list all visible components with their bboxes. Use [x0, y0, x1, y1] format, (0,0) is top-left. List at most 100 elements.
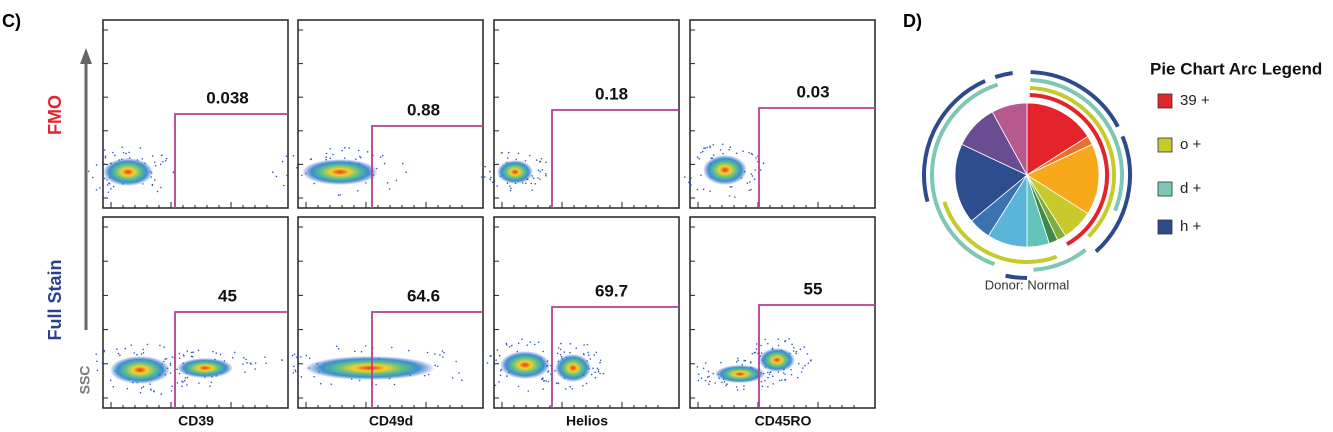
event-dot — [231, 356, 234, 359]
event-dot — [582, 384, 584, 387]
event-dot — [159, 344, 161, 347]
event-dot — [780, 379, 783, 381]
density-blob — [759, 348, 795, 372]
event-dot — [341, 149, 343, 152]
event-dot — [707, 370, 710, 373]
event-dot — [169, 362, 172, 365]
event-dot — [357, 149, 360, 152]
event-dot — [300, 375, 303, 378]
event-dot — [793, 346, 795, 349]
event-dot — [343, 157, 346, 159]
event-dot — [390, 346, 393, 349]
event-dot — [802, 367, 804, 369]
event-dot — [719, 149, 722, 151]
event-dot — [171, 356, 174, 358]
event-dot — [96, 360, 98, 363]
event-dot — [541, 169, 544, 171]
event-dot — [308, 357, 311, 360]
event-dot — [800, 371, 803, 373]
event-dot — [792, 350, 795, 352]
event-dot — [596, 367, 599, 370]
event-dot — [186, 350, 189, 352]
event-dot — [709, 190, 711, 193]
event-dot — [153, 390, 155, 392]
event-dot — [744, 359, 747, 362]
event-dot — [571, 388, 573, 390]
event-dot — [696, 156, 699, 158]
event-dot — [529, 341, 532, 343]
event-dot — [116, 348, 118, 351]
event-dot — [545, 174, 547, 177]
event-dot — [95, 189, 98, 191]
event-dot — [122, 151, 125, 154]
event-dot — [788, 338, 790, 340]
gate-value: 45 — [218, 286, 237, 305]
legend-label: d + — [1180, 180, 1202, 197]
event-dot — [166, 367, 169, 370]
event-dot — [210, 381, 213, 384]
event-dot — [164, 358, 166, 360]
event-dot — [458, 372, 460, 374]
density-blob — [302, 159, 378, 185]
event-dot — [764, 338, 767, 341]
event-dot — [778, 379, 781, 382]
event-dot — [329, 147, 331, 150]
event-dot — [532, 177, 535, 179]
pie-slice — [1026, 143, 1100, 215]
event-dot — [366, 151, 369, 153]
event-dot — [495, 359, 497, 361]
event-dot — [721, 143, 724, 146]
event-dot — [790, 368, 792, 371]
pie-arc — [1029, 93, 1109, 247]
event-dot — [764, 379, 766, 382]
event-dot — [557, 347, 560, 349]
event-dot — [524, 182, 527, 185]
event-dot — [104, 155, 107, 157]
event-dot — [712, 143, 715, 146]
event-dot — [509, 185, 511, 187]
row-label: FMO — [45, 95, 65, 135]
event-dot — [508, 345, 511, 348]
event-dot — [178, 352, 181, 355]
event-dot — [784, 340, 786, 343]
event-dot — [491, 181, 494, 184]
event-dot — [755, 348, 758, 350]
event-dot — [275, 175, 278, 178]
event-dot — [103, 177, 106, 180]
event-dot — [750, 188, 752, 191]
legend-swatch — [1157, 219, 1173, 235]
event-dot — [91, 176, 94, 179]
event-dot — [301, 174, 303, 177]
event-dot — [736, 389, 739, 391]
event-dot — [150, 389, 152, 391]
event-dot — [769, 371, 772, 373]
event-dot — [393, 383, 396, 386]
event-dot — [286, 174, 288, 177]
event-dot — [690, 184, 692, 186]
event-dot — [810, 359, 812, 361]
event-dot — [507, 151, 510, 154]
event-dot — [510, 344, 513, 347]
event-dot — [292, 154, 295, 157]
event-dot — [383, 162, 386, 165]
event-dot — [526, 344, 529, 346]
event-dot — [158, 373, 161, 376]
event-dot — [743, 359, 745, 362]
event-dot — [498, 354, 501, 357]
event-dot — [169, 372, 172, 374]
event-dot — [358, 379, 361, 382]
event-dot — [509, 189, 512, 192]
event-dot — [439, 354, 441, 356]
density-blob — [500, 351, 550, 379]
event-dot — [700, 174, 702, 177]
event-dot — [112, 185, 115, 188]
event-dot — [114, 154, 116, 157]
pie-arc — [1005, 273, 1028, 280]
event-dot — [563, 351, 566, 353]
density-blob — [703, 155, 747, 185]
event-dot — [293, 365, 295, 368]
event-dot — [300, 356, 302, 358]
event-dot — [759, 169, 762, 171]
event-dot — [325, 156, 328, 159]
event-dot — [355, 158, 357, 160]
